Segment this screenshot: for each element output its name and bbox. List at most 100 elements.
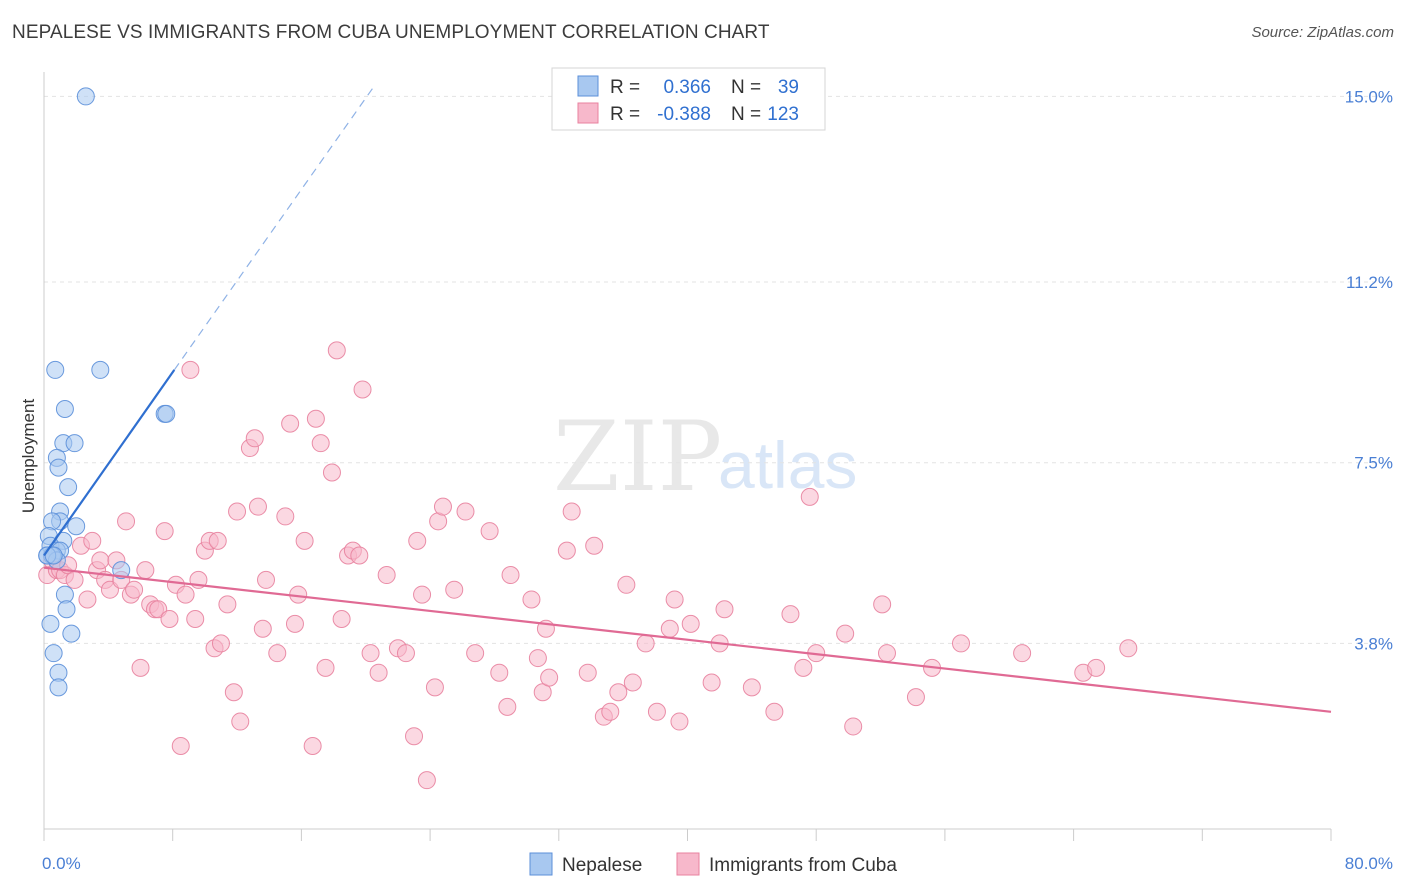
legend: Nepalese Immigrants from Cuba xyxy=(529,852,897,876)
cuba-point-62 xyxy=(353,380,372,399)
cuba-point-101 xyxy=(681,614,700,633)
cuba-point-19 xyxy=(131,658,150,677)
stats-n-label-cuba: N = xyxy=(731,104,761,125)
cuba-point-49 xyxy=(285,614,304,633)
cuba-point-113 xyxy=(873,595,892,614)
cuba-point-9 xyxy=(83,531,102,550)
trend-line-cuba xyxy=(43,566,1332,713)
cuba-point-35 xyxy=(208,531,227,550)
cuba-point-65 xyxy=(377,566,396,585)
nepalese-point-10 xyxy=(59,478,78,497)
cuba-point-74 xyxy=(433,497,452,516)
x-tick-label-0: 0.0% xyxy=(42,854,81,873)
nepalese-point-3 xyxy=(55,399,74,418)
nepalese-point-28 xyxy=(41,614,60,633)
nepalese-point-5 xyxy=(157,404,176,423)
y-tick-label-1: 7.5% xyxy=(1354,454,1393,473)
cuba-point-82 xyxy=(522,590,541,609)
cuba-point-89 xyxy=(578,663,597,682)
legend-swatch-nepalese xyxy=(529,852,553,876)
cuba-point-8 xyxy=(78,590,97,609)
cuba-point-30 xyxy=(186,609,205,628)
chart-title: NEPALESE VS IMMIGRANTS FROM CUBA UNEMPLO… xyxy=(12,22,770,43)
cuba-point-63 xyxy=(361,644,380,663)
cuba-point-64 xyxy=(369,663,388,682)
cuba-point-107 xyxy=(781,605,800,624)
cuba-point-83 xyxy=(528,649,547,668)
nepalese-point-29 xyxy=(62,624,81,643)
cuba-point-114 xyxy=(877,644,896,663)
cuba-point-44 xyxy=(253,619,272,638)
cuba-point-112 xyxy=(844,717,863,736)
legend-swatch-cuba xyxy=(676,852,700,876)
y-tick-label-2: 11.2% xyxy=(1346,273,1393,292)
cuba-point-39 xyxy=(228,502,247,521)
cuba-point-88 xyxy=(562,502,581,521)
cuba-point-67 xyxy=(396,644,415,663)
cuba-point-54 xyxy=(311,434,330,453)
nepalese-point-0 xyxy=(76,87,95,106)
cuba-point-76 xyxy=(456,502,475,521)
trend-line-nepalese-extension xyxy=(173,86,375,371)
nepalese-point-7 xyxy=(65,434,84,453)
cuba-point-92 xyxy=(601,702,620,721)
nepalese-point-32 xyxy=(49,678,68,697)
x-tick-label-1: 80.0% xyxy=(1345,854,1393,873)
stats-r-label-nepalese: R = xyxy=(610,77,640,98)
nepalese-point-30 xyxy=(44,644,63,663)
y-axis-label: Unemployment xyxy=(19,399,38,514)
stats-swatch-nepalese xyxy=(577,75,599,97)
cuba-point-16 xyxy=(117,512,136,531)
cuba-point-20 xyxy=(136,561,155,580)
cuba-point-61 xyxy=(350,546,369,565)
cuba-point-18 xyxy=(125,580,144,599)
stats-swatch-cuba xyxy=(577,102,599,124)
trend-line-nepalese xyxy=(43,369,176,557)
cuba-point-77 xyxy=(466,644,485,663)
cuba-point-108 xyxy=(794,658,813,677)
cuba-point-70 xyxy=(413,585,432,604)
nepalese-point-2 xyxy=(91,360,110,379)
cuba-point-29 xyxy=(181,360,200,379)
cuba-point-42 xyxy=(245,429,264,448)
stats-n-label-nepalese: N = xyxy=(731,77,761,98)
cuba-point-79 xyxy=(490,663,509,682)
y-tick-labels: 3.8% 7.5% 11.2% 15.0% xyxy=(1345,87,1393,653)
x-tick-labels: 0.0% 80.0% xyxy=(42,854,1393,873)
cuba-point-98 xyxy=(660,619,679,638)
cuba-point-40 xyxy=(231,712,250,731)
nepalese-point-1 xyxy=(46,360,65,379)
cuba-point-71 xyxy=(417,771,436,790)
series-cuba xyxy=(38,341,1138,790)
cuba-point-94 xyxy=(617,575,636,594)
cuba-point-81 xyxy=(501,566,520,585)
axes xyxy=(43,72,1332,841)
cuba-point-87 xyxy=(557,541,576,560)
cuba-point-99 xyxy=(665,590,684,609)
cuba-point-25 xyxy=(160,609,179,628)
cuba-point-69 xyxy=(408,531,427,550)
watermark-zip: ZIP xyxy=(553,401,722,513)
stats-n-value-cuba: 123 xyxy=(767,104,799,125)
zipatlas-watermark: ZIP atlas xyxy=(553,401,857,513)
cuba-point-56 xyxy=(322,463,341,482)
stats-box: R = 0.366 N = 39 R = -0.388 N = 123 xyxy=(551,67,826,131)
cuba-point-24 xyxy=(155,522,174,541)
cuba-point-105 xyxy=(742,678,761,697)
cuba-point-120 xyxy=(1087,658,1106,677)
cuba-point-80 xyxy=(498,697,517,716)
cuba-point-68 xyxy=(405,727,424,746)
cuba-point-52 xyxy=(303,736,322,755)
cuba-point-36 xyxy=(211,634,230,653)
series-layer xyxy=(38,87,1138,790)
cuba-point-28 xyxy=(176,585,195,604)
trend-lines xyxy=(43,86,1332,713)
stats-n-value-nepalese: 39 xyxy=(778,77,799,98)
cuba-point-96 xyxy=(636,634,655,653)
nepalese-point-25 xyxy=(112,561,131,580)
watermark-atlas: atlas xyxy=(718,428,857,502)
cuba-point-102 xyxy=(702,673,721,692)
cuba-point-58 xyxy=(332,609,351,628)
cuba-point-106 xyxy=(765,702,784,721)
